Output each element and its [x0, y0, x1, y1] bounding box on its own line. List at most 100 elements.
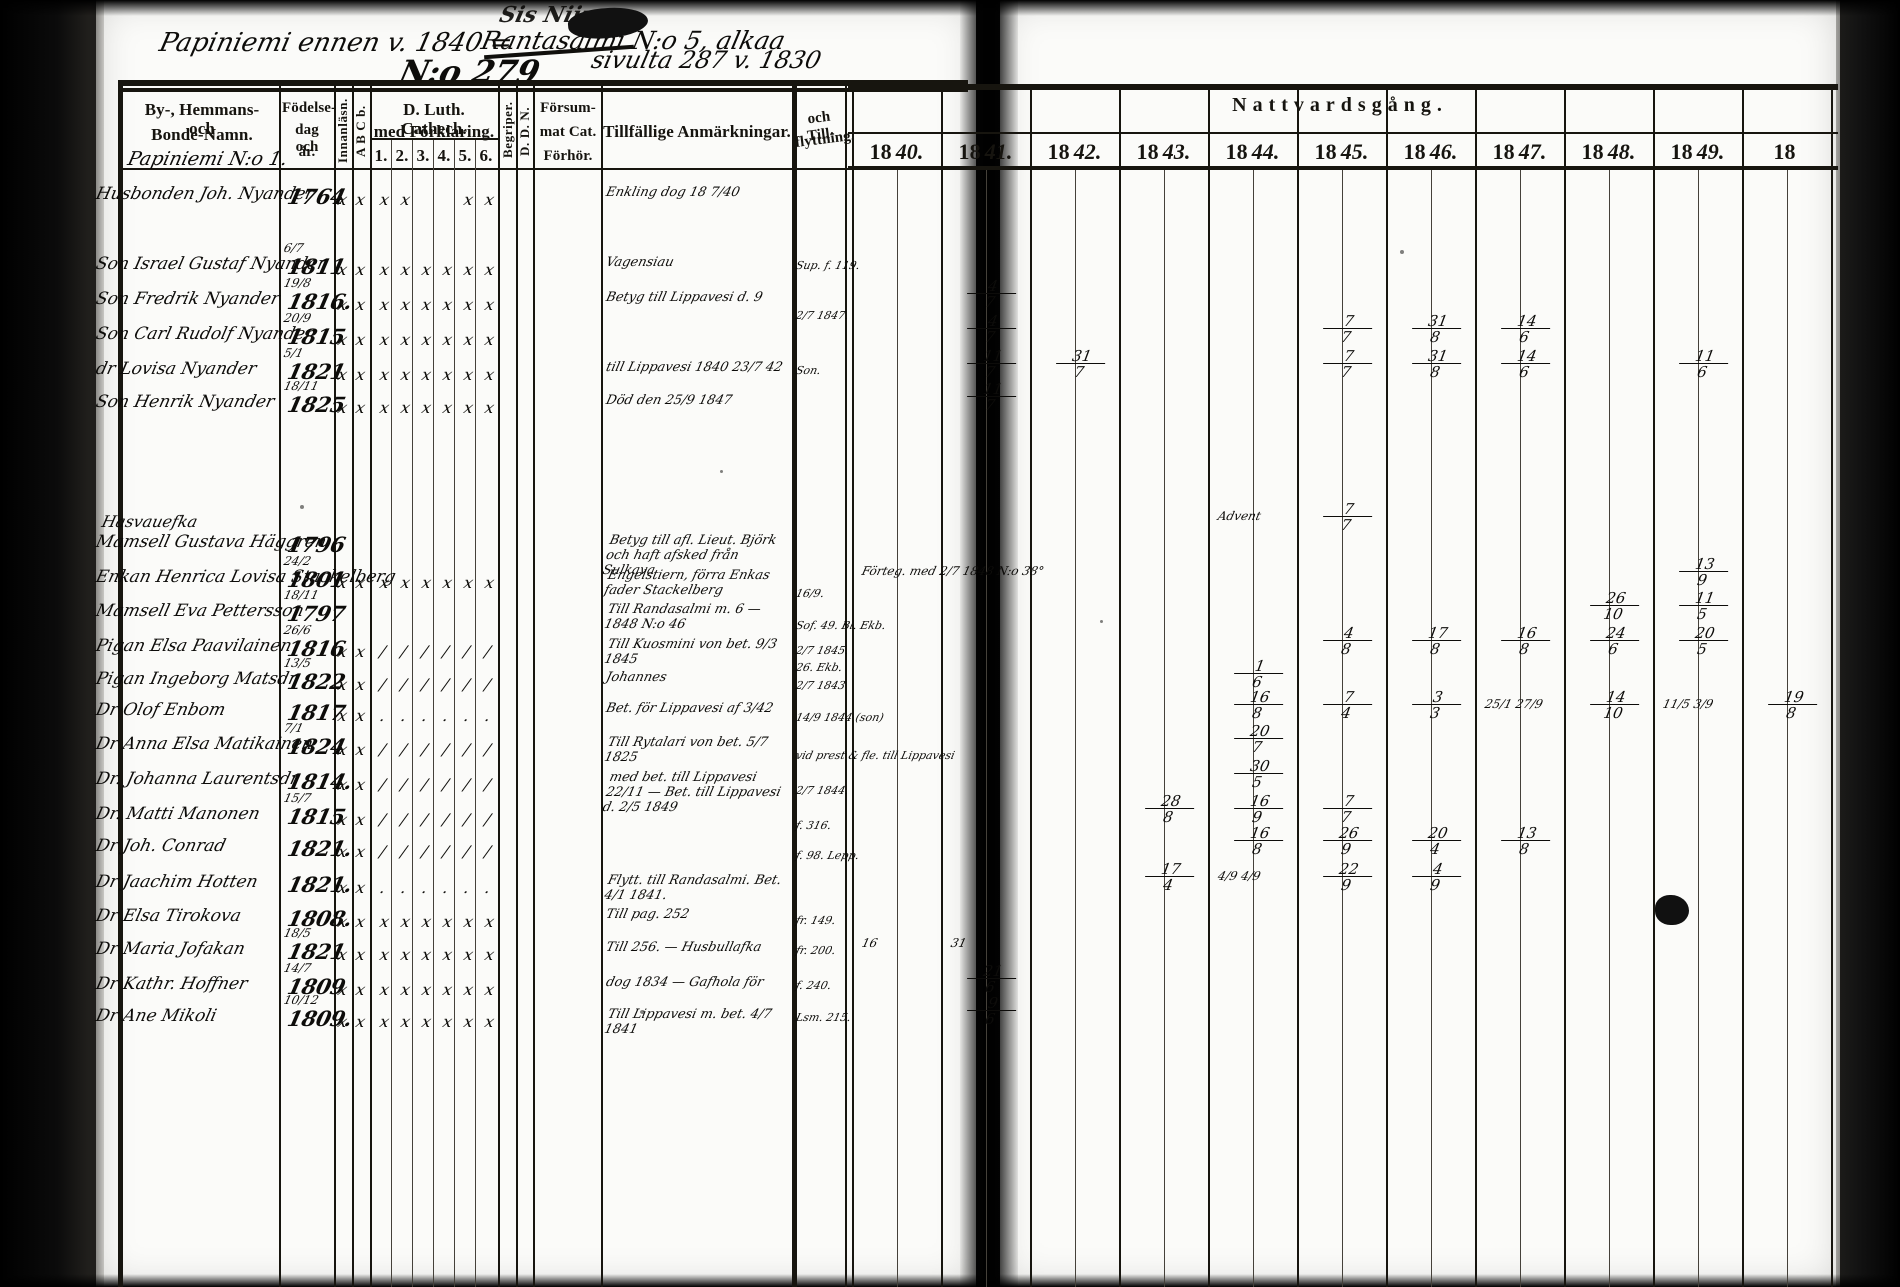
communion-rule-2-0 [1030, 86, 1032, 1287]
communion-entry: 30 5 [1231, 757, 1285, 791]
communion-entry: 26 9 [1320, 824, 1374, 858]
speck-1 [300, 505, 304, 509]
cat-num-4: 4. [437, 146, 451, 165]
col-header-catechism-line1: D. Luth. Cathech. [401, 100, 467, 139]
year-header-6: 18 46. [1392, 139, 1469, 165]
communion-entry: 17 8 [1409, 624, 1463, 658]
moving-entry: 2/7 1847. [794, 309, 851, 322]
left-page-paper [96, 0, 976, 1287]
book-gutter [960, 0, 1018, 1287]
row-remark: Till Rytalari von bet. 5/7 1825 [602, 735, 770, 765]
moving-entry: vid prest & fle. till Lippavesi [794, 749, 957, 762]
cat-num-1: 1. [374, 146, 388, 165]
communion-month: 6 [1676, 363, 1729, 381]
speck-2 [720, 470, 723, 473]
row-remark: Bet. för Lippavesi af 3/42 [604, 701, 775, 716]
rule-cat-2 [412, 140, 413, 1287]
year-header-7: 18 47. [1481, 139, 1558, 165]
communion-month: 8 [1409, 363, 1462, 381]
communion-month: 8 [1498, 840, 1551, 858]
year-header-4: 18 44. [1214, 139, 1291, 165]
moving-entry: f. 98. Lepp. [794, 849, 861, 862]
communion-entry: 14 6 [1498, 312, 1552, 346]
year-prefix: 18 [1773, 139, 1796, 164]
year-header-3: 18 43. [1125, 139, 1202, 165]
communion-month: 8 [1498, 640, 1551, 658]
row-birth-day: 24/2 [282, 554, 313, 568]
communion-month: 7 [964, 328, 1017, 346]
communion-entry: 11 7 [964, 347, 1018, 381]
col-header-absent-line3: Förhör. [543, 148, 593, 164]
communion-entry: 16 [860, 936, 879, 950]
rule-cat-4 [454, 140, 455, 1287]
communion-entry: 11/5 3/9 [1661, 697, 1715, 711]
col-header-ddn: D. D. N. [517, 106, 532, 156]
communion-month: 5 [1676, 640, 1729, 658]
communion-month: 7 [1053, 363, 1106, 381]
rule-left-border [118, 82, 123, 1287]
communion-month: 7 [1320, 363, 1373, 381]
row-remark: med bet. till Lippavesi 22/11 — Bet. til… [601, 770, 783, 815]
communion-rule-9-1 [1697, 170, 1699, 1287]
col-header-names-line2: Bonde-Namn. [151, 125, 253, 144]
communion-month: 4 [1320, 704, 1373, 722]
col-header-birth-line3: år. [298, 144, 316, 160]
rule-abc-end [370, 82, 372, 1287]
year-suffix: 49. [1696, 139, 1725, 164]
row-name: Pigan Elsa Paavilainen [93, 636, 294, 656]
row-remark: Till Randasalmi m. 6 — 1848 N:o 46 [602, 602, 763, 632]
communion-entry: 31 [949, 936, 968, 950]
communion-entry: 14 10 [1587, 688, 1641, 722]
year-header-9: 18 49. [1659, 139, 1736, 165]
communion-month: 7 [1320, 808, 1373, 826]
row-name: Dr Jaachim Hotten [93, 872, 260, 892]
row-birth-day: 20/9 [282, 311, 313, 325]
communion-rule-2-1 [1074, 170, 1076, 1287]
row-name: Son Fredrik Nyander [93, 289, 282, 309]
communion-rule-1-1 [985, 170, 987, 1287]
communion-month: 9 [1320, 840, 1373, 858]
speck-5 [640, 1010, 645, 1014]
row-birth-year: 1797 [285, 601, 348, 626]
communion-entry: 13 8 [1498, 824, 1552, 858]
col-header-absent-line1: Försum- [540, 100, 596, 116]
communion-entry: 31 7 [1053, 347, 1107, 381]
row-name: Dr Anna Elsa Matikainen [93, 734, 316, 754]
row-name: Dr Kathr. Hoffner [93, 974, 250, 994]
communion-entry: 31 8 [1409, 347, 1463, 381]
communion-entry: 22 9 [1320, 860, 1374, 894]
speck-4 [1400, 250, 1404, 254]
col-header-names-line1: By-, Hemmans- och [144, 100, 260, 139]
communion-rule-8-1 [1608, 170, 1610, 1287]
row-birth-day: 6/7 [282, 241, 305, 255]
row-remark: Johannes [604, 670, 669, 685]
communion-month: 7 [1320, 328, 1373, 346]
communion-rule-0-1 [896, 170, 898, 1287]
row-birth-day: 18/5 [282, 926, 313, 940]
communion-month: 9 [1676, 571, 1729, 589]
year-suffix: 44. [1251, 139, 1280, 164]
communion-entry: 11 6 [1676, 347, 1730, 381]
communion-rule-9-0 [1653, 86, 1655, 1287]
rule-remarks-end [792, 82, 797, 1287]
row-birth-day: 13/5 [282, 656, 313, 670]
year-prefix: 18 [869, 139, 892, 164]
top-edge-shadow [0, 0, 1900, 16]
moving-entry: 14/9 1844 (son) [794, 711, 886, 724]
row-name: Dr Joh. Conrad [93, 836, 228, 856]
row-remark: Enkling dog 18 7/40 [604, 185, 742, 200]
year-suffix: 43. [1162, 139, 1191, 164]
moving-entry: f. 316. [794, 819, 833, 832]
communion-month: 7 [964, 293, 1017, 311]
right-page-paper [1000, 0, 1840, 1287]
moving-entry: Sup. f. 119. [794, 259, 862, 272]
row-name: Dr Elsa Tirokova [93, 906, 244, 926]
col-header-absent-line2: mat Cat. [539, 124, 597, 140]
cat-num-6: 6. [479, 146, 493, 165]
year-prefix: 18 [1581, 139, 1604, 164]
